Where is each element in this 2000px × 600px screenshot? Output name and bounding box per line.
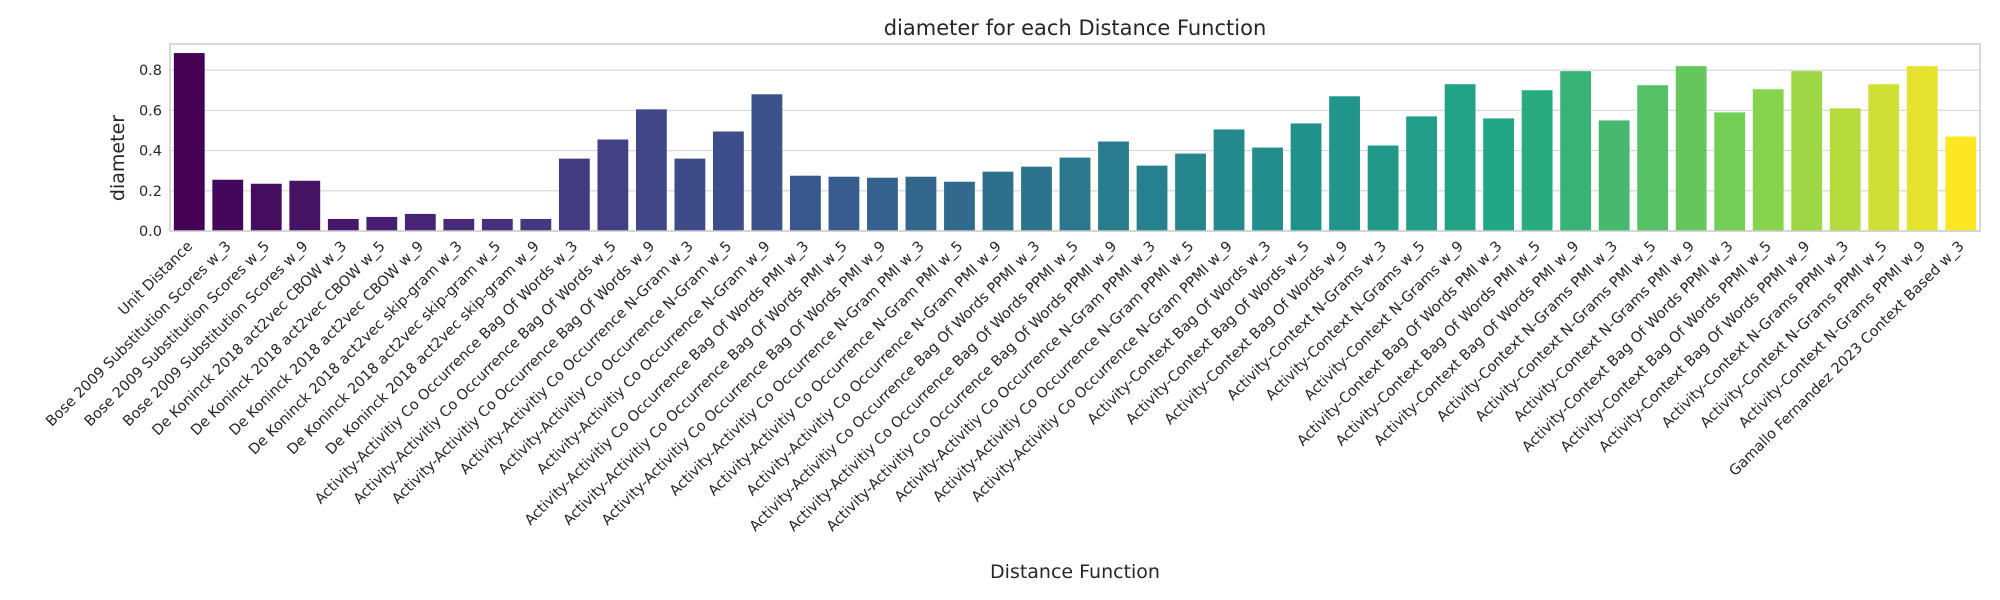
y-tick-label: 0.8 xyxy=(139,63,162,79)
bar xyxy=(867,177,898,231)
bar xyxy=(1868,84,1900,231)
bar xyxy=(250,183,282,231)
bar xyxy=(1406,116,1437,231)
y-tick-label: 0.2 xyxy=(139,184,162,200)
bar xyxy=(1521,90,1553,231)
bar xyxy=(1252,147,1283,231)
bar xyxy=(1136,165,1168,231)
bar xyxy=(289,180,321,231)
bar xyxy=(173,53,205,231)
y-tick-label: 0.0 xyxy=(139,224,162,240)
bar xyxy=(1675,66,1707,231)
bar xyxy=(597,139,629,231)
bar xyxy=(1483,118,1515,231)
bar xyxy=(1752,89,1784,231)
plot-frame xyxy=(169,43,1981,232)
bar xyxy=(1945,136,1977,231)
bar xyxy=(1175,153,1206,231)
bar xyxy=(1213,129,1245,231)
bar xyxy=(1906,66,1938,231)
bar xyxy=(674,158,706,231)
bar xyxy=(1829,108,1861,231)
bar xyxy=(1598,120,1630,231)
y-tick-labels: 0.0 0.2 0.4 0.6 0.8 xyxy=(139,63,162,240)
bar xyxy=(1367,145,1399,231)
bar xyxy=(327,218,359,231)
bar xyxy=(635,109,667,231)
bar xyxy=(481,218,513,231)
bar xyxy=(1637,85,1669,231)
bar xyxy=(905,176,937,231)
bar xyxy=(944,181,975,231)
bar xyxy=(443,218,475,231)
bars xyxy=(173,53,1977,231)
bar xyxy=(828,176,860,231)
y-tick-label: 0.6 xyxy=(139,103,162,119)
bar xyxy=(1714,112,1746,231)
bar xyxy=(1098,141,1129,231)
bar xyxy=(1791,71,1823,231)
bar xyxy=(1560,71,1592,231)
bar xyxy=(790,175,821,231)
bar xyxy=(1059,157,1091,231)
y-tick-label: 0.4 xyxy=(139,144,162,160)
bar xyxy=(404,213,436,231)
bar xyxy=(1329,96,1360,231)
y-axis-title: diameter xyxy=(107,115,129,201)
bar xyxy=(1290,123,1322,231)
bar xyxy=(366,216,398,231)
x-axis-title: Distance Function xyxy=(990,561,1160,583)
bar xyxy=(558,158,590,231)
bar xyxy=(212,179,244,231)
bar xyxy=(520,218,552,231)
bar xyxy=(1444,84,1476,231)
chart-title: diameter for each Distance Function xyxy=(884,16,1267,40)
bar xyxy=(751,94,783,231)
bar xyxy=(1021,166,1052,231)
bar xyxy=(982,171,1014,231)
bar xyxy=(713,131,744,231)
